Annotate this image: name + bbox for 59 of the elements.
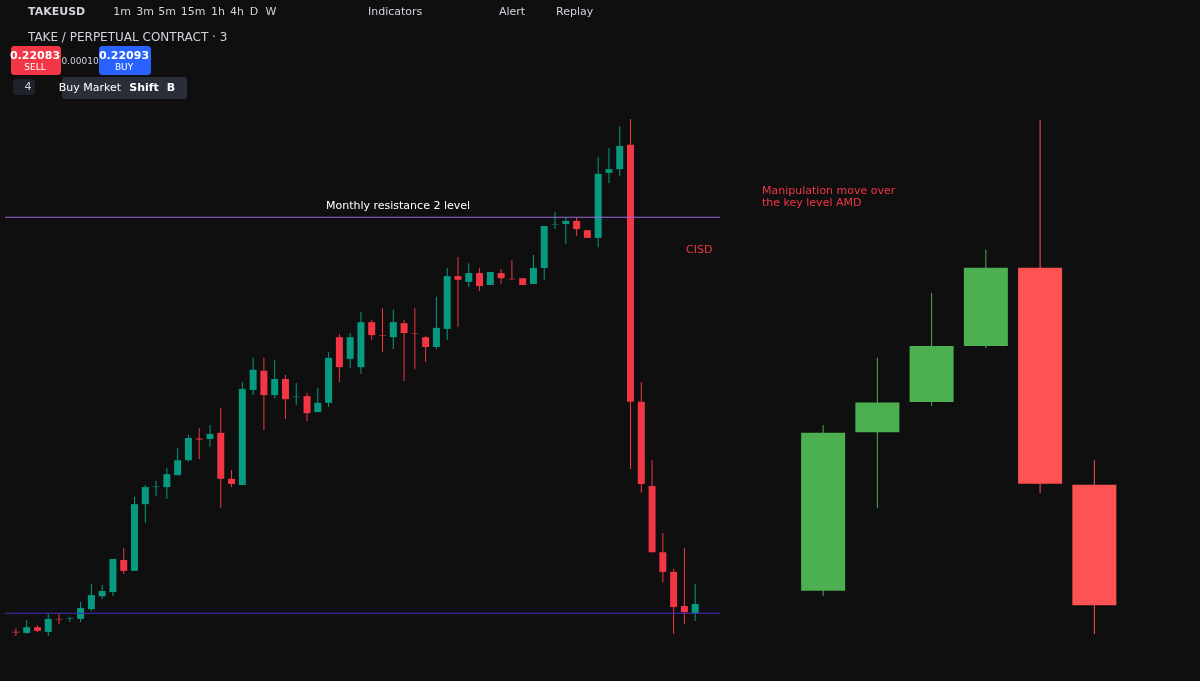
candlestick <box>432 296 440 350</box>
text: BUY <box>114 62 134 72</box>
candlestick <box>465 262 473 288</box>
text: 0.22093 <box>98 49 150 62</box>
candlestick <box>206 424 214 448</box>
candlestick <box>174 447 182 476</box>
candlestick <box>249 357 257 396</box>
candlestick <box>616 125 624 177</box>
text: 3m <box>136 5 154 18</box>
text: Indicators <box>368 5 423 18</box>
candlestick <box>476 267 484 292</box>
text: Buy Market <box>58 81 122 94</box>
candlestick <box>422 335 430 363</box>
text: Shift <box>129 81 159 94</box>
candlestick <box>389 309 397 350</box>
text: D <box>249 5 259 18</box>
candlestick <box>379 307 387 353</box>
candlestick <box>454 256 462 328</box>
candlestick <box>680 547 688 625</box>
text: 0.00010 <box>61 56 99 66</box>
candlestick <box>659 532 667 583</box>
text: B <box>166 81 176 94</box>
ref-line-label: Monthly resistance 2 level <box>325 199 471 213</box>
candlestick <box>562 216 570 245</box>
candlestick <box>120 547 128 575</box>
text: TAKEUSD <box>28 5 86 18</box>
text: 1m <box>113 5 131 18</box>
text: 15m <box>180 5 206 18</box>
candlestick <box>314 387 322 413</box>
candlestick <box>368 319 376 341</box>
candlestick <box>529 254 537 285</box>
candlestick <box>303 392 311 422</box>
text: 5m <box>158 5 176 18</box>
text: W <box>265 5 277 18</box>
candlestick <box>195 427 203 460</box>
candlestick <box>281 374 289 420</box>
candlestick <box>400 319 408 382</box>
candlestick <box>346 332 354 369</box>
candlestick <box>184 434 192 463</box>
candlestick <box>141 484 149 524</box>
candlestick <box>271 359 279 399</box>
candlestick <box>691 583 699 622</box>
candlestick <box>605 147 613 184</box>
text: 4 <box>24 80 32 93</box>
text: 1h <box>211 5 226 18</box>
text: Replay <box>556 5 594 18</box>
candlestick <box>87 583 95 612</box>
candlestick <box>44 613 52 637</box>
candlestick <box>163 467 171 500</box>
candlestick <box>497 268 505 285</box>
annotation: CISD <box>686 243 713 256</box>
text: SELL <box>24 62 46 72</box>
annotation: the key level AMD <box>762 196 862 209</box>
text: 4h <box>230 5 245 18</box>
candlestick <box>411 307 419 370</box>
candlestick <box>573 217 581 237</box>
annotation: Manipulation move over <box>762 184 896 197</box>
chart-title: TAKE / PERPETUAL CONTRACT · 3 <box>27 30 228 44</box>
text: Alert <box>499 5 526 18</box>
